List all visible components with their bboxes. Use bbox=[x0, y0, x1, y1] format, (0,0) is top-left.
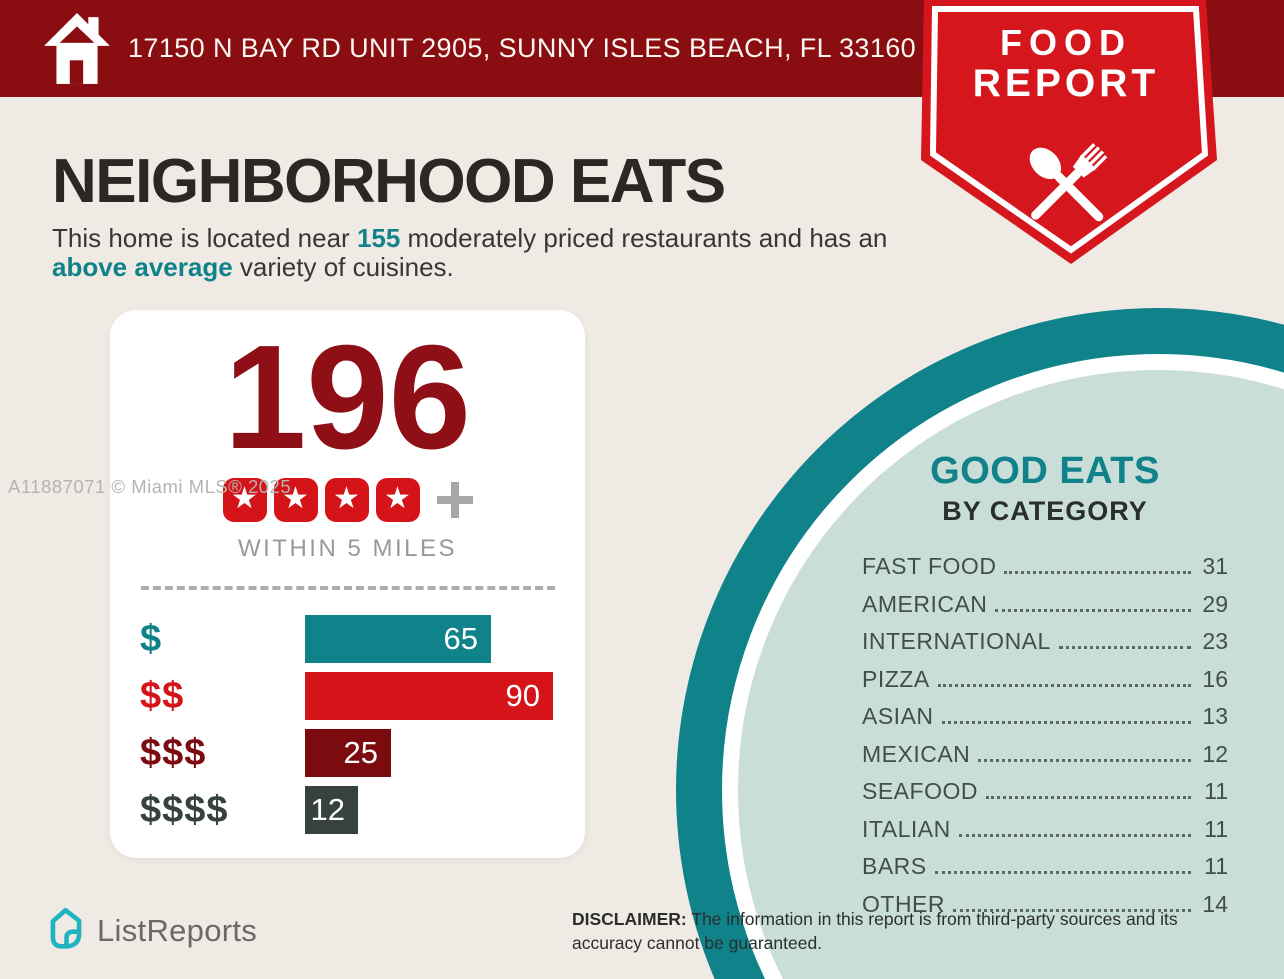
price-bar-value: 12 bbox=[310, 792, 345, 827]
brand-name: ListReports bbox=[97, 912, 258, 948]
price-tier-label: $$$$ bbox=[140, 788, 229, 831]
category-value: 31 bbox=[1202, 553, 1228, 579]
dotted-leader bbox=[978, 758, 1191, 762]
price-tier-label: $$$ bbox=[140, 731, 207, 774]
category-name: FAST FOOD bbox=[862, 553, 997, 579]
price-tier-label: $ bbox=[140, 617, 163, 660]
disclaimer-label: DISCLAIMER: bbox=[572, 909, 687, 929]
category-value: 12 bbox=[1202, 740, 1228, 767]
good-eats-section: GOOD EATS BY CATEGORY FAST FOOD 31 AMERICA… bbox=[862, 450, 1228, 928]
badge-title: FOOD REPORT bbox=[890, 22, 1242, 105]
category-name: PIZZA bbox=[862, 665, 930, 692]
dotted-leader bbox=[934, 871, 1191, 874]
category-name: OTHER bbox=[862, 890, 945, 917]
subtitle-mid: moderately priced restaurants and has an bbox=[400, 223, 888, 253]
price-chart: $65 $$ 90 $$$ 25 $$$$ 12 bbox=[140, 615, 555, 834]
category-row: BARS 11 bbox=[862, 853, 1228, 880]
restaurant-count: 155 bbox=[356, 223, 401, 253]
dotted-leader bbox=[953, 908, 1191, 912]
plus-icon bbox=[436, 482, 473, 518]
dotted-leader bbox=[1004, 571, 1191, 574]
price-row: $$$$ 12 bbox=[140, 786, 555, 834]
dotted-leader bbox=[958, 833, 1191, 837]
price-bar-value: 90 bbox=[505, 678, 540, 713]
dashed-divider bbox=[140, 586, 555, 590]
dotted-leader bbox=[941, 721, 1191, 724]
category-row: PIZZA 16 bbox=[862, 666, 1228, 693]
subtitle-suffix: variety of cuisines. bbox=[232, 252, 454, 283]
price-bar: 65 bbox=[305, 615, 491, 663]
category-value: 14 bbox=[1202, 890, 1228, 917]
category-name: SEAFOOD bbox=[862, 778, 978, 804]
price-row: $$ 90 bbox=[140, 672, 555, 720]
category-name: AMERICAN bbox=[862, 590, 988, 617]
price-tier-label: $$ bbox=[140, 674, 185, 717]
category-row: FAST FOOD 31 bbox=[862, 553, 1228, 580]
price-row: $$$ 25 bbox=[140, 729, 555, 777]
category-row: INTERNATIONAL 23 bbox=[862, 628, 1228, 655]
total-restaurant-count: 196 bbox=[224, 315, 471, 480]
category-name: ITALIAN bbox=[862, 815, 951, 842]
price-bar-value: 65 bbox=[443, 621, 478, 656]
property-address: 17150 N BAY RD UNIT 2905, SUNNY ISLES BE… bbox=[128, 33, 917, 63]
category-row: OTHER 14 bbox=[862, 891, 1228, 918]
food-report-badge: FOOD REPORT bbox=[890, 0, 1235, 270]
star-icon: ★ bbox=[273, 478, 318, 522]
badge-title-line1: FOOD bbox=[1000, 22, 1132, 63]
category-value: 11 bbox=[1204, 853, 1228, 879]
category-value: 29 bbox=[1202, 590, 1228, 617]
price-bar: 90 bbox=[305, 672, 553, 720]
price-bar: 12 bbox=[305, 786, 358, 834]
subtitle-prefix: This home is located near bbox=[52, 223, 357, 253]
disclaimer: DISCLAIMER: The information in this repo… bbox=[572, 908, 1244, 955]
category-list: FAST FOOD 31 AMERICAN 29 INTERNATIONAL 23 PIZZ… bbox=[862, 553, 1228, 918]
footer-brand: ListReports bbox=[45, 905, 257, 956]
home-icon bbox=[44, 12, 110, 91]
category-name: INTERNATIONAL bbox=[862, 628, 1051, 654]
dotted-leader bbox=[995, 608, 1191, 612]
category-value: 16 bbox=[1202, 665, 1228, 692]
page-title: NEIGHBORHOOD EATS bbox=[52, 147, 726, 216]
category-value: 13 bbox=[1202, 703, 1228, 729]
category-row: MEXICAN 12 bbox=[862, 741, 1228, 768]
price-bar-value: 25 bbox=[343, 735, 378, 770]
disclaimer-text: The information in this report is from t… bbox=[572, 909, 1178, 953]
category-row: ITALIAN 11 bbox=[862, 816, 1228, 843]
utensils-icon bbox=[1029, 143, 1108, 222]
subtitle: This home is located near 155 moderately… bbox=[52, 223, 912, 283]
radius-label: WITHIN 5 MILES bbox=[237, 535, 458, 562]
price-row: $65 bbox=[140, 615, 555, 663]
star-icon: ★ bbox=[222, 478, 267, 522]
category-row: ASIAN 13 bbox=[862, 703, 1228, 730]
dotted-leader bbox=[1058, 646, 1191, 649]
badge-title-line2: REPORT bbox=[972, 61, 1160, 105]
good-eats-subtitle: BY CATEGORY bbox=[942, 496, 1148, 526]
stats-card: 196 ★ ★ ★ ★ WITHIN 5 MILES $65 $$ 90 $$$ 25 $$$$… bbox=[110, 310, 585, 858]
category-row: SEAFOOD 11 bbox=[862, 778, 1228, 805]
star-icon: ★ bbox=[324, 478, 369, 522]
variety-highlight: above average bbox=[52, 252, 233, 283]
category-value: 11 bbox=[1204, 778, 1228, 804]
category-value: 23 bbox=[1202, 628, 1228, 654]
rating-stars: ★ ★ ★ ★ bbox=[140, 478, 555, 522]
category-value: 11 bbox=[1204, 815, 1228, 842]
good-eats-title: GOOD EATS bbox=[930, 450, 1160, 492]
category-name: MEXICAN bbox=[862, 740, 971, 767]
star-icon: ★ bbox=[375, 478, 420, 522]
category-name: BARS bbox=[862, 853, 927, 879]
category-name: ASIAN bbox=[862, 703, 934, 729]
dotted-leader bbox=[985, 796, 1191, 799]
price-bar: 25 bbox=[305, 729, 391, 777]
listreports-icon bbox=[45, 905, 87, 956]
dotted-leader bbox=[937, 683, 1191, 687]
category-row: AMERICAN 29 bbox=[862, 591, 1228, 618]
